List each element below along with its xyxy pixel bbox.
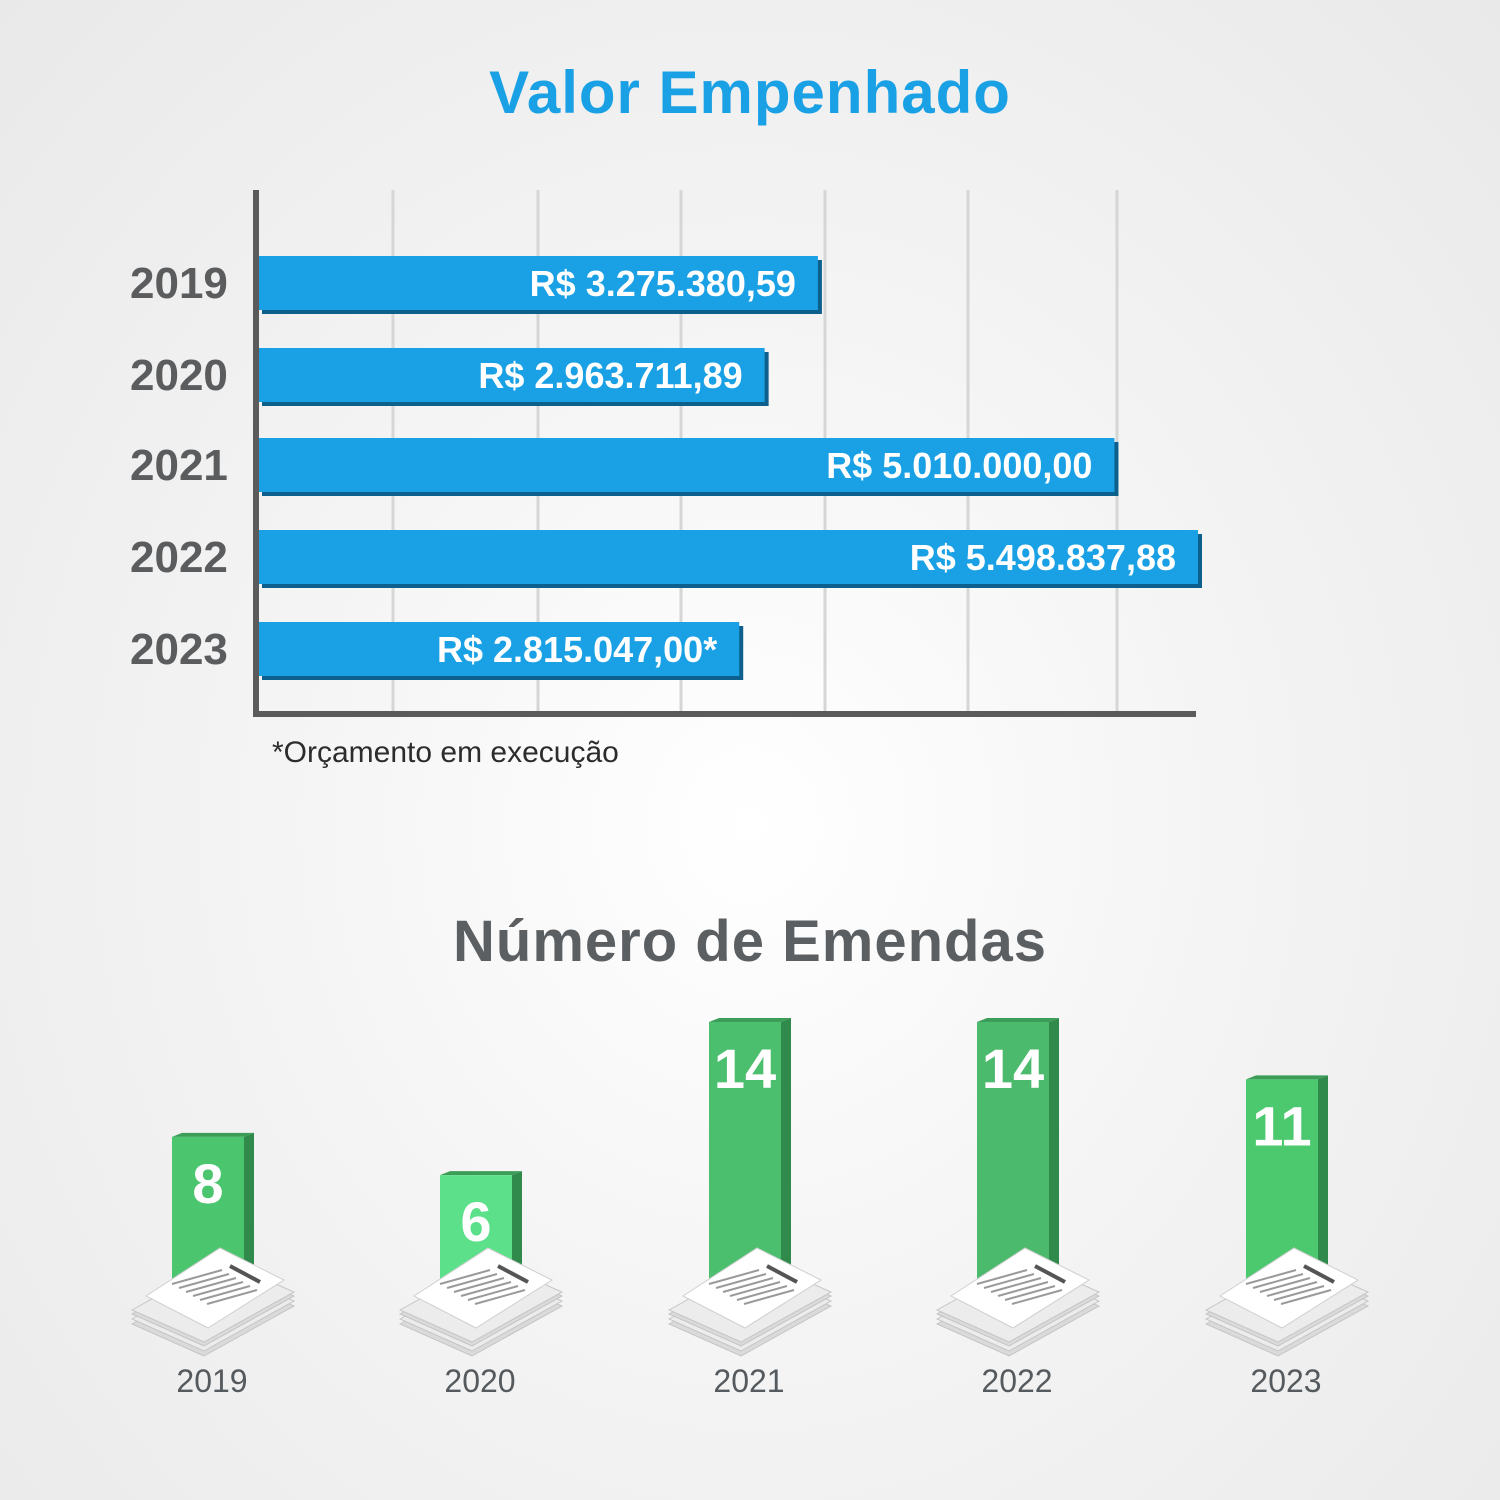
paper-text-line-1 bbox=[715, 1273, 767, 1289]
paper-text-line-0 bbox=[171, 1269, 223, 1285]
column-side-2023 bbox=[1318, 1075, 1328, 1290]
x-tick-label-2019: 2019 bbox=[176, 1363, 247, 1399]
paper-top-sheet bbox=[682, 1247, 823, 1329]
paper-text-line-4 bbox=[1004, 1285, 1056, 1301]
title-numero-emendas: Número de Emendas bbox=[453, 909, 1047, 974]
column-front-2022 bbox=[977, 1022, 1049, 1290]
paper-heading-line bbox=[229, 1264, 261, 1284]
paper-text-line-0 bbox=[1245, 1269, 1297, 1285]
paper-text-line-4 bbox=[467, 1285, 519, 1301]
paper-text-line-5 bbox=[1011, 1289, 1063, 1305]
bar-2019 bbox=[258, 256, 818, 310]
bar-2020 bbox=[258, 348, 765, 402]
y-tick-label-2019: 2019 bbox=[130, 259, 228, 308]
bar-value-label-2021: R$ 5.010.000,00 bbox=[826, 445, 1092, 486]
bar-value-label-2019: R$ 3.275.380,59 bbox=[530, 263, 796, 304]
paper-text-line-4 bbox=[736, 1285, 788, 1301]
paper-text-line-4 bbox=[199, 1285, 251, 1301]
paper-text-line-2 bbox=[722, 1277, 774, 1293]
x-tick-label-2020: 2020 bbox=[444, 1363, 515, 1399]
x-tick-label-2021: 2021 bbox=[713, 1363, 784, 1399]
x-tick-label-2023: 2023 bbox=[1250, 1363, 1321, 1399]
column-front-2021 bbox=[709, 1022, 781, 1290]
column-side-2020 bbox=[512, 1171, 522, 1290]
paper-top-sheet bbox=[413, 1247, 554, 1329]
column-top-2023 bbox=[1246, 1075, 1328, 1080]
y-tick-label-2023: 2023 bbox=[130, 625, 228, 674]
paper-text-line-1 bbox=[1252, 1273, 1304, 1289]
column-top-2021 bbox=[709, 1018, 791, 1022]
column-value-label-2019: 8 bbox=[192, 1152, 223, 1215]
paper-text-line-0 bbox=[708, 1269, 760, 1285]
paper-text-line-2 bbox=[990, 1277, 1042, 1293]
paper-text-line-1 bbox=[178, 1273, 230, 1289]
column-top-2020 bbox=[440, 1171, 522, 1176]
bar-2021 bbox=[258, 438, 1115, 492]
column-side-2019 bbox=[244, 1132, 254, 1290]
column-top-2022 bbox=[977, 1018, 1059, 1022]
paper-top-sheet bbox=[145, 1247, 286, 1329]
column-side-2021 bbox=[781, 1018, 791, 1290]
paper-text-line-3 bbox=[460, 1281, 512, 1297]
valor-empenhado-chart: R$ 3.275.380,59 2019 R$ 2.963.711,89 2020 R$… bbox=[130, 190, 1202, 769]
paper-stack-icon bbox=[398, 1247, 564, 1357]
column-value-label-2021: 14 bbox=[714, 1037, 776, 1100]
paper-stack-icon bbox=[130, 1247, 296, 1357]
paper-top-sheet bbox=[950, 1247, 1091, 1329]
paper-heading-line bbox=[1303, 1264, 1335, 1284]
paper-text-line-2 bbox=[453, 1277, 505, 1293]
paper-stack-icon bbox=[667, 1247, 833, 1357]
paper-heading-line bbox=[1034, 1264, 1066, 1284]
paper-text-line-0 bbox=[976, 1269, 1028, 1285]
x-tick-label-2022: 2022 bbox=[981, 1363, 1052, 1399]
y-tick-label-2022: 2022 bbox=[130, 533, 228, 582]
bar-2022 bbox=[258, 530, 1198, 584]
paper-text-line-1 bbox=[446, 1273, 498, 1289]
paper-text-line-0 bbox=[439, 1269, 491, 1285]
paper-text-line-3 bbox=[1266, 1281, 1318, 1297]
paper-text-line-3 bbox=[997, 1281, 1049, 1297]
paper-text-line-1 bbox=[983, 1273, 1035, 1289]
column-value-label-2020: 6 bbox=[460, 1190, 491, 1253]
paper-text-line-5 bbox=[1280, 1289, 1332, 1305]
column-top-2019 bbox=[172, 1132, 254, 1137]
paper-text-line-5 bbox=[206, 1289, 258, 1305]
paper-text-line-3 bbox=[192, 1281, 244, 1297]
footnote: *Orçamento em execução bbox=[272, 736, 619, 769]
paper-text-line-4 bbox=[1273, 1285, 1325, 1301]
bar-value-label-2023: R$ 2.815.047,00* bbox=[437, 629, 717, 670]
y-tick-label-2020: 2020 bbox=[130, 351, 228, 400]
column-value-label-2023: 11 bbox=[1252, 1094, 1311, 1157]
paper-text-line-2 bbox=[185, 1277, 237, 1293]
paper-stack-icon bbox=[935, 1247, 1101, 1357]
bar-value-label-2020: R$ 2.963.711,89 bbox=[478, 355, 742, 396]
column-2021 bbox=[709, 1018, 791, 1290]
bar-value-label-2022: R$ 5.498.837,88 bbox=[910, 537, 1176, 578]
paper-stack-icon bbox=[1204, 1247, 1370, 1357]
column-side-2022 bbox=[1049, 1018, 1059, 1290]
bar-2023 bbox=[258, 622, 740, 676]
paper-heading-line bbox=[497, 1264, 529, 1284]
column-2022 bbox=[977, 1018, 1059, 1290]
paper-heading-line bbox=[766, 1264, 798, 1284]
paper-text-line-3 bbox=[729, 1281, 781, 1297]
column-value-label-2022: 14 bbox=[982, 1037, 1044, 1100]
paper-text-line-5 bbox=[743, 1289, 795, 1305]
title-valor-empenhado: Valor Empenhado bbox=[489, 59, 1011, 126]
paper-text-line-2 bbox=[1259, 1277, 1311, 1293]
y-tick-label-2021: 2021 bbox=[130, 441, 228, 490]
paper-top-sheet bbox=[1219, 1247, 1360, 1329]
paper-text-line-5 bbox=[474, 1289, 526, 1305]
